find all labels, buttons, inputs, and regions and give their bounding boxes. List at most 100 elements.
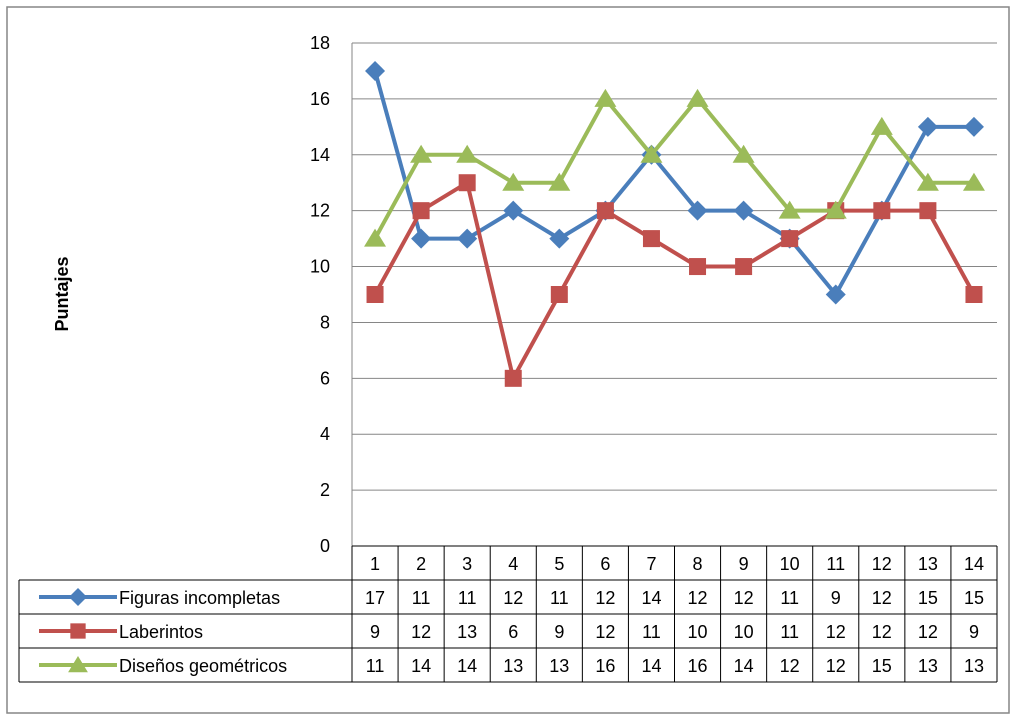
- data-point: [735, 258, 753, 276]
- y-axis-ticks: 0 2 4 6 8 10 12 14 16 18: [310, 33, 330, 556]
- data-point: [412, 202, 430, 220]
- data-point: [916, 172, 939, 191]
- table-cell: 12: [734, 588, 754, 608]
- legend-key-marker: [69, 588, 87, 606]
- table-cell: 12: [872, 588, 892, 608]
- table-cell: 15: [964, 588, 984, 608]
- data-point: [962, 172, 985, 191]
- table-cell: 14: [641, 588, 661, 608]
- table-cell: 12: [688, 588, 708, 608]
- data-point: [596, 202, 614, 220]
- data-point: [732, 144, 755, 163]
- x-tick-label: 1: [370, 554, 380, 574]
- data-point: [824, 200, 847, 219]
- x-tick-label: 10: [780, 554, 800, 574]
- data-point: [689, 258, 707, 276]
- data-point: [687, 200, 708, 221]
- x-tick-label: 5: [554, 554, 564, 574]
- data-point: [366, 286, 384, 303]
- table-cell: 14: [457, 656, 477, 676]
- data-point: [365, 60, 386, 81]
- table-cell: 14: [641, 656, 661, 676]
- data-point: [778, 200, 801, 219]
- table-cell: 9: [831, 588, 841, 608]
- y-tick-label: 0: [320, 536, 330, 556]
- data-point: [594, 88, 617, 107]
- table-cell: 13: [549, 656, 569, 676]
- table-cell: 12: [411, 622, 431, 642]
- table-cell: 14: [411, 656, 431, 676]
- table-cell: 12: [780, 656, 800, 676]
- data-point: [825, 284, 846, 305]
- table-cell: 11: [412, 588, 431, 608]
- data-point: [686, 88, 709, 107]
- table-cell: 13: [964, 656, 984, 676]
- data-point: [963, 116, 984, 137]
- y-tick-label: 2: [320, 480, 330, 500]
- table-cell: 12: [826, 622, 846, 642]
- table-cell: 16: [595, 656, 615, 676]
- table-cell: 12: [826, 656, 846, 676]
- data-point: [364, 228, 387, 247]
- data-point: [919, 202, 937, 220]
- data-point: [640, 144, 663, 163]
- data-point: [411, 228, 432, 249]
- data-point: [965, 286, 983, 303]
- table-cell: 17: [365, 588, 385, 608]
- x-tick-label: 11: [826, 554, 845, 574]
- table-cell: 15: [918, 588, 938, 608]
- y-tick-label: 12: [310, 201, 330, 221]
- legend-key-marker: [68, 656, 88, 673]
- table-cell: 12: [595, 588, 615, 608]
- y-tick-label: 14: [310, 145, 330, 165]
- table-cell: 13: [457, 622, 477, 642]
- x-tick-label: 12: [872, 554, 892, 574]
- y-tick-label: 10: [310, 257, 330, 277]
- table-cell: 14: [734, 656, 754, 676]
- data-point: [458, 174, 476, 192]
- table-cell: 13: [503, 656, 523, 676]
- series: [364, 60, 985, 387]
- table-cell: 12: [872, 622, 892, 642]
- series-group: [364, 88, 985, 247]
- data-point: [549, 228, 570, 249]
- table-cell: 12: [503, 588, 523, 608]
- table-cell: 9: [969, 622, 979, 642]
- table-cell: 11: [550, 588, 569, 608]
- y-tick-label: 4: [320, 424, 330, 444]
- table-cell: 11: [458, 588, 477, 608]
- table-cell: 11: [780, 588, 799, 608]
- y-tick-label: 8: [320, 312, 330, 332]
- data-point: [503, 200, 524, 221]
- data-point: [873, 202, 891, 220]
- data-point: [917, 116, 938, 137]
- table-cell: 6: [508, 622, 518, 642]
- table-cell: 9: [554, 622, 564, 642]
- legend-label: Laberintos: [119, 622, 203, 642]
- y-tick-label: 16: [310, 89, 330, 109]
- data-point: [504, 369, 522, 387]
- table-cell: 16: [688, 656, 708, 676]
- x-tick-label: 4: [508, 554, 518, 574]
- data-point: [870, 116, 893, 135]
- x-tick-label: 8: [693, 554, 703, 574]
- data-point: [457, 228, 478, 249]
- table-cell: 10: [688, 622, 708, 642]
- legend-label: Figuras incompletas: [119, 588, 280, 608]
- series-line: [373, 70, 974, 297]
- data-point: [502, 172, 525, 191]
- x-tick-label: 3: [462, 554, 472, 574]
- table-cell: 10: [734, 622, 754, 642]
- x-tick-label: 13: [918, 554, 938, 574]
- x-tick-label: 6: [600, 554, 610, 574]
- x-tick-label: 2: [416, 554, 426, 574]
- table-cell: 11: [366, 656, 385, 676]
- legend-key-marker: [70, 623, 86, 639]
- data-point: [733, 200, 754, 221]
- data-point: [548, 172, 571, 191]
- x-tick-label: 9: [739, 554, 749, 574]
- table-cell: 12: [918, 622, 938, 642]
